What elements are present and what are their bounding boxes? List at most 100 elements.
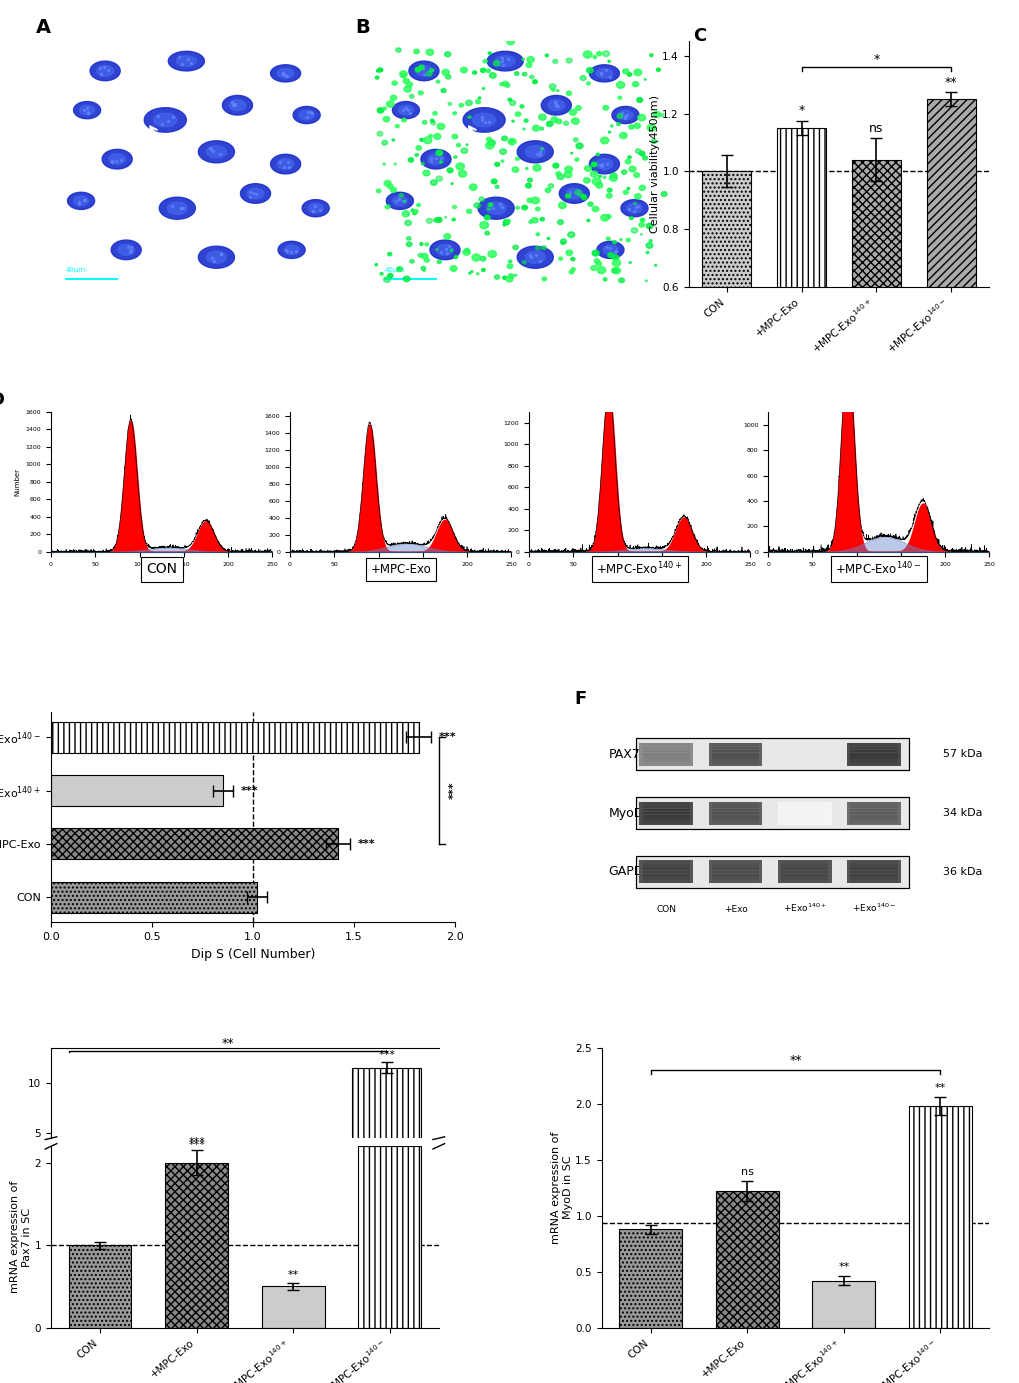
- Polygon shape: [441, 69, 449, 76]
- Polygon shape: [409, 94, 414, 98]
- Polygon shape: [401, 118, 406, 122]
- Polygon shape: [381, 140, 387, 145]
- Polygon shape: [506, 39, 514, 44]
- Polygon shape: [270, 155, 301, 174]
- Polygon shape: [437, 260, 441, 264]
- Polygon shape: [486, 202, 505, 214]
- Text: +Exo$^{140-}$: +Exo$^{140-}$: [851, 902, 895, 914]
- Bar: [850, 752, 897, 755]
- Bar: [642, 862, 689, 864]
- Text: **: **: [287, 1270, 299, 1279]
- Text: **: **: [933, 1083, 945, 1093]
- Polygon shape: [206, 145, 226, 158]
- Polygon shape: [619, 278, 624, 282]
- Polygon shape: [421, 149, 450, 169]
- Polygon shape: [571, 257, 575, 261]
- Polygon shape: [474, 203, 480, 207]
- Polygon shape: [580, 194, 585, 198]
- Polygon shape: [507, 274, 514, 278]
- Polygon shape: [501, 136, 507, 141]
- Polygon shape: [510, 101, 516, 105]
- Bar: [850, 762, 897, 765]
- Polygon shape: [159, 198, 196, 220]
- Bar: [781, 877, 827, 880]
- Polygon shape: [566, 58, 572, 64]
- Polygon shape: [616, 113, 623, 119]
- Bar: [642, 750, 689, 752]
- Polygon shape: [640, 234, 642, 235]
- Polygon shape: [476, 272, 479, 275]
- Text: +MPC-Exo: +MPC-Exo: [370, 563, 431, 575]
- Bar: [642, 752, 689, 755]
- Polygon shape: [629, 166, 636, 171]
- Polygon shape: [649, 54, 652, 57]
- Polygon shape: [639, 185, 645, 191]
- Polygon shape: [399, 71, 407, 77]
- Text: MyoD: MyoD: [608, 806, 643, 820]
- Polygon shape: [656, 68, 659, 72]
- Bar: [776, 129, 825, 459]
- Polygon shape: [445, 75, 450, 79]
- Polygon shape: [602, 105, 608, 111]
- Polygon shape: [436, 245, 452, 256]
- Bar: [846, 860, 900, 884]
- Polygon shape: [505, 277, 513, 282]
- Text: +MPC-Exo$^{140+}$: +MPC-Exo$^{140+}$: [596, 561, 683, 578]
- Polygon shape: [602, 51, 609, 57]
- Polygon shape: [418, 253, 423, 257]
- Bar: [850, 871, 897, 873]
- Polygon shape: [592, 250, 598, 256]
- Polygon shape: [641, 219, 644, 221]
- Bar: [642, 819, 689, 822]
- Polygon shape: [627, 188, 629, 189]
- Polygon shape: [399, 194, 403, 196]
- Bar: [711, 744, 758, 745]
- Polygon shape: [610, 124, 612, 127]
- Polygon shape: [549, 84, 555, 90]
- Polygon shape: [376, 189, 380, 192]
- Polygon shape: [598, 176, 600, 177]
- Polygon shape: [443, 234, 450, 239]
- Polygon shape: [444, 217, 446, 219]
- Bar: [926, 100, 975, 459]
- Polygon shape: [503, 220, 510, 225]
- Text: *: *: [798, 104, 804, 118]
- Polygon shape: [433, 134, 440, 140]
- Polygon shape: [392, 101, 419, 119]
- Bar: [711, 809, 758, 812]
- Polygon shape: [536, 232, 539, 235]
- Polygon shape: [533, 165, 541, 171]
- Text: ***: ***: [448, 781, 459, 799]
- Bar: [850, 874, 897, 877]
- Polygon shape: [551, 89, 554, 91]
- Polygon shape: [535, 207, 540, 210]
- Polygon shape: [514, 72, 519, 75]
- Polygon shape: [487, 207, 490, 210]
- Bar: [642, 759, 689, 762]
- Polygon shape: [404, 86, 411, 93]
- Polygon shape: [525, 252, 544, 263]
- Bar: [642, 747, 689, 750]
- Polygon shape: [596, 241, 624, 259]
- Polygon shape: [541, 246, 546, 249]
- Polygon shape: [540, 217, 544, 221]
- Text: 36 kDa: 36 kDa: [943, 867, 981, 877]
- Polygon shape: [542, 277, 546, 281]
- Polygon shape: [451, 134, 458, 138]
- Polygon shape: [432, 112, 437, 115]
- Polygon shape: [575, 105, 581, 111]
- Polygon shape: [461, 148, 468, 154]
- Polygon shape: [648, 239, 651, 242]
- X-axis label: FL2-A PE-A: FL2-A PE-A: [382, 573, 419, 578]
- Polygon shape: [436, 217, 441, 223]
- Polygon shape: [486, 69, 490, 72]
- Text: ns: ns: [740, 1167, 753, 1177]
- Text: B: B: [355, 18, 369, 36]
- Polygon shape: [440, 89, 445, 93]
- Polygon shape: [240, 184, 270, 203]
- Polygon shape: [522, 58, 524, 61]
- Polygon shape: [79, 105, 95, 115]
- Polygon shape: [449, 249, 452, 252]
- Polygon shape: [483, 59, 487, 64]
- Text: A: A: [36, 18, 51, 36]
